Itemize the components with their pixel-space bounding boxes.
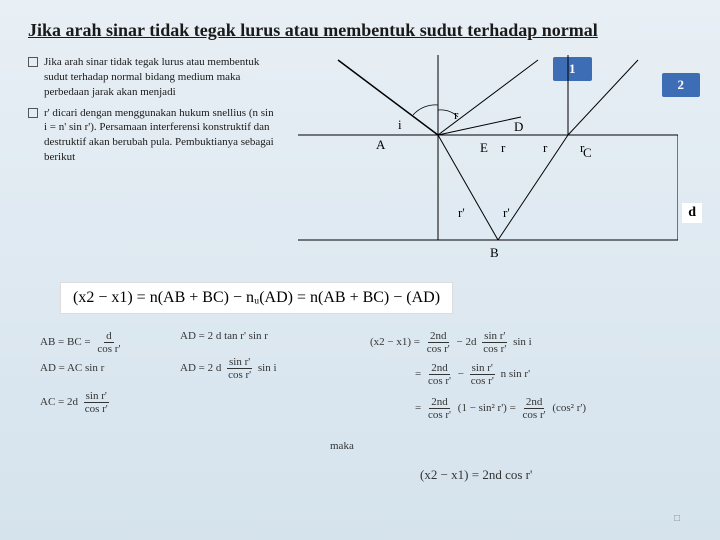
thickness-label: d xyxy=(682,203,702,223)
bullet-text-2: r' dicari dengan menggunakan hukum snell… xyxy=(44,106,278,165)
equation-main: (x2 − x1) = n(AB + BC) − nᵤ(AD) = n(AB +… xyxy=(60,282,453,314)
label-r-right1: r xyxy=(543,140,547,156)
ray-diagram: 1 2 d i r A D E xyxy=(298,55,692,265)
label-B: B xyxy=(490,245,499,261)
eq-final: (x2 − x1) = 2nd cos r' xyxy=(420,468,532,482)
bullet-box-icon xyxy=(28,108,38,118)
label-r-mid: r xyxy=(501,140,505,156)
maka-label: maka xyxy=(330,440,354,452)
bullet-box-icon xyxy=(28,57,38,67)
eq-ad2: AD = 2 d tan r' sin r xyxy=(180,330,268,342)
label-rp-r: r' xyxy=(503,205,510,221)
eq-r2: = 2ndcos r' − sin r'cos r' n sin r' xyxy=(415,362,530,387)
diagram-svg xyxy=(298,55,678,265)
bullet-1: Jika arah sinar tidak tegak lurus atau m… xyxy=(28,55,278,100)
label-C: C xyxy=(583,145,592,161)
eq-r3: = 2ndcos r' (1 − sin² r') = 2ndcos r' (c… xyxy=(415,396,586,421)
label-r-tl: r xyxy=(454,107,458,123)
bullet-text-1: Jika arah sinar tidak tegak lurus atau m… xyxy=(44,55,278,100)
bullet-2: r' dicari dengan menggunakan hukum snell… xyxy=(28,106,278,165)
eq-ad1: AD = AC sin r xyxy=(40,362,104,374)
eq-ab: AB = BC = dcos r' xyxy=(40,330,124,355)
label-rp-l: r' xyxy=(458,205,465,221)
label-i: i xyxy=(398,117,402,133)
page-title: Jika arah sinar tidak tegak lurus atau m… xyxy=(28,20,692,41)
eq-ad3: AD = 2 d sin r'cos r' sin i xyxy=(180,356,277,381)
label-D: D xyxy=(514,119,523,135)
eq-ac: AC = 2d sin r'cos r' xyxy=(40,390,112,415)
text-column: Jika arah sinar tidak tegak lurus atau m… xyxy=(28,55,278,265)
eq-r1: (x2 − x1) = 2ndcos r' − 2d sin r'cos r' … xyxy=(370,330,532,355)
label-E: E xyxy=(480,140,488,156)
page-number: □ xyxy=(674,513,680,524)
label-A: A xyxy=(376,137,385,153)
